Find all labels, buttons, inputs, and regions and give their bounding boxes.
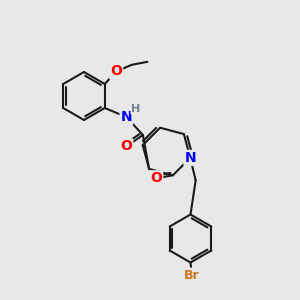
Text: H: H	[131, 103, 141, 114]
Text: N: N	[121, 110, 132, 124]
Text: O: O	[110, 64, 122, 78]
Text: Br: Br	[184, 268, 200, 282]
Text: O: O	[120, 140, 132, 153]
Text: O: O	[150, 171, 162, 185]
Text: N: N	[184, 151, 196, 165]
